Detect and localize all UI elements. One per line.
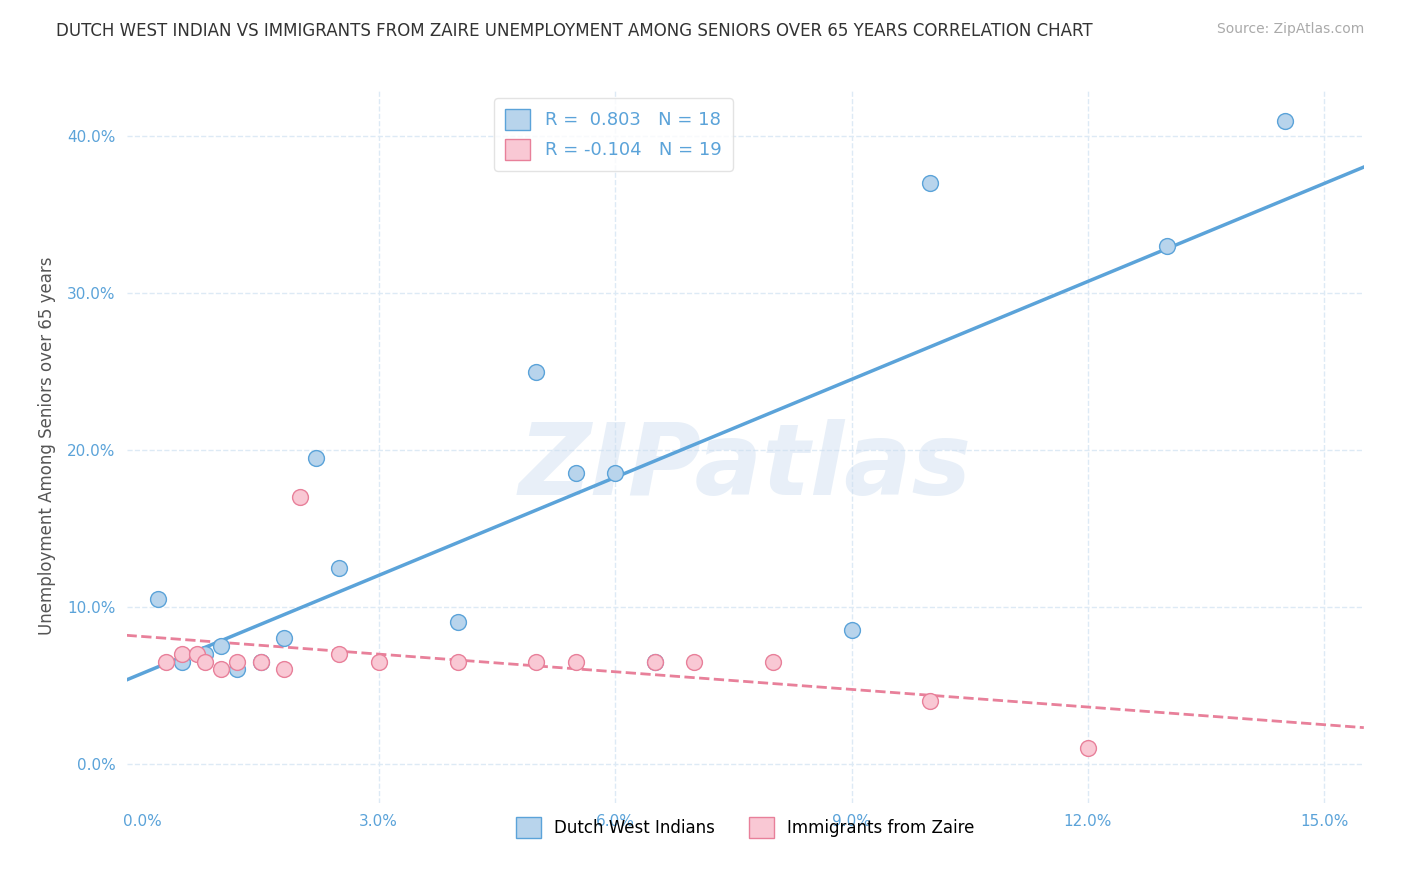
Point xyxy=(1274,113,1296,128)
Legend: Dutch West Indians, Immigrants from Zaire: Dutch West Indians, Immigrants from Zair… xyxy=(509,811,981,845)
Point xyxy=(225,655,247,669)
Point xyxy=(683,655,706,669)
Point xyxy=(194,647,217,661)
Point xyxy=(288,490,311,504)
Point xyxy=(446,615,468,630)
Point xyxy=(524,655,547,669)
Point xyxy=(1077,740,1099,755)
Point xyxy=(273,631,295,645)
Point xyxy=(644,655,666,669)
Point xyxy=(841,624,863,638)
Point xyxy=(920,694,942,708)
Point xyxy=(209,663,232,677)
Point xyxy=(524,364,547,378)
Text: DUTCH WEST INDIAN VS IMMIGRANTS FROM ZAIRE UNEMPLOYMENT AMONG SENIORS OVER 65 YE: DUTCH WEST INDIAN VS IMMIGRANTS FROM ZAI… xyxy=(56,22,1092,40)
Point xyxy=(446,655,468,669)
Point xyxy=(209,639,232,653)
Point xyxy=(328,560,350,574)
Point xyxy=(564,655,586,669)
Point xyxy=(328,647,350,661)
Point xyxy=(170,647,193,661)
Text: Source: ZipAtlas.com: Source: ZipAtlas.com xyxy=(1216,22,1364,37)
Point xyxy=(920,176,942,190)
Y-axis label: Unemployment Among Seniors over 65 years: Unemployment Among Seniors over 65 years xyxy=(38,257,56,635)
Point xyxy=(146,591,169,606)
Point xyxy=(249,655,271,669)
Point xyxy=(305,450,328,465)
Point xyxy=(170,655,193,669)
Point xyxy=(1156,239,1178,253)
Point xyxy=(225,663,247,677)
Point xyxy=(367,655,389,669)
Point xyxy=(186,647,208,661)
Text: ZIPatlas: ZIPatlas xyxy=(519,419,972,516)
Point xyxy=(605,467,627,481)
Point xyxy=(644,655,666,669)
Point xyxy=(273,663,295,677)
Point xyxy=(155,655,177,669)
Point xyxy=(194,655,217,669)
Point xyxy=(762,655,785,669)
Point xyxy=(564,467,586,481)
Point xyxy=(249,655,271,669)
